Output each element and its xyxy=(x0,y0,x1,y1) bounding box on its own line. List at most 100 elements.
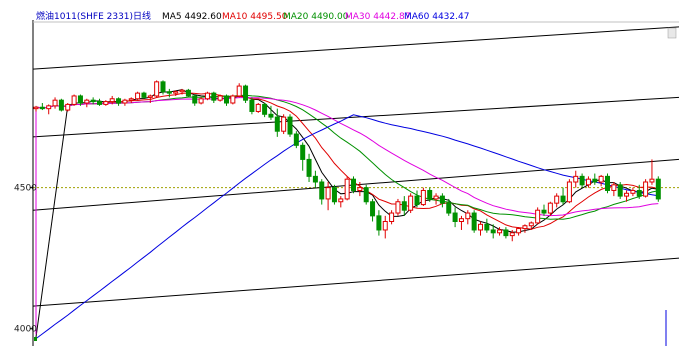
candle-body xyxy=(617,184,623,197)
candle-body xyxy=(58,99,64,111)
candle-body xyxy=(458,218,464,223)
candle-body xyxy=(624,192,630,197)
candle-body xyxy=(306,158,312,177)
candle-body xyxy=(262,103,268,115)
candle-body xyxy=(198,98,204,104)
candle-body xyxy=(376,215,382,231)
candle-body xyxy=(204,92,210,100)
candle-body xyxy=(566,181,572,203)
candle-body xyxy=(611,184,617,191)
candle-body xyxy=(446,202,452,214)
candle-body xyxy=(71,95,77,105)
ma-label-1: MA10 4495.50 xyxy=(222,12,288,22)
candle-body xyxy=(363,187,369,203)
candle-body xyxy=(65,103,71,111)
candle-body xyxy=(643,181,649,197)
y-tick-label-1: 4000 xyxy=(14,325,37,335)
candle-body xyxy=(147,95,153,98)
scroll-marker-icon[interactable] xyxy=(667,27,677,39)
candle-body xyxy=(420,189,426,206)
candle-body xyxy=(39,106,45,110)
candle-body xyxy=(573,175,579,183)
candle-body xyxy=(655,178,661,200)
candle-body xyxy=(471,212,477,231)
ma60-line xyxy=(35,114,659,340)
candle-body xyxy=(154,81,160,97)
channel-line-0 xyxy=(32,26,679,70)
candle-body xyxy=(547,202,553,214)
candle-body xyxy=(401,201,407,211)
candle-body xyxy=(243,85,249,101)
channel-line-3 xyxy=(32,257,679,307)
candle-body xyxy=(77,95,83,104)
candle-body xyxy=(173,91,179,94)
candle-body xyxy=(503,229,509,237)
candle-body xyxy=(281,116,287,132)
candle-body xyxy=(325,187,331,200)
candle-body xyxy=(484,223,490,231)
candle-body xyxy=(52,99,58,107)
candle-body xyxy=(351,178,356,191)
candle-body xyxy=(636,189,642,197)
candle-body xyxy=(103,101,109,105)
candle-body xyxy=(331,187,337,203)
candle-body xyxy=(224,95,229,104)
candle-body xyxy=(478,223,483,231)
candle-body xyxy=(211,92,217,101)
candle-body xyxy=(516,228,522,234)
candle-body xyxy=(97,101,102,105)
candle-body xyxy=(605,175,610,191)
candle-body xyxy=(293,133,299,146)
candle-body xyxy=(300,144,306,160)
candle-body xyxy=(630,189,636,194)
candle-body xyxy=(382,221,388,231)
candle-body xyxy=(344,178,350,200)
candle-body xyxy=(528,222,534,227)
candle-body xyxy=(465,212,471,220)
candle-body xyxy=(122,99,128,104)
candle-body xyxy=(541,209,547,214)
candle-body xyxy=(509,232,515,237)
candle-body xyxy=(268,113,274,118)
candle-body xyxy=(598,175,604,183)
candle-body xyxy=(414,195,420,206)
candle-body xyxy=(33,106,39,110)
candle-body xyxy=(236,85,242,97)
candle-body xyxy=(312,175,318,183)
candle-body xyxy=(649,178,655,183)
ma30-line xyxy=(35,97,659,335)
candle-body xyxy=(357,187,363,191)
candle-body xyxy=(46,105,52,110)
candle-body xyxy=(579,175,585,186)
candle-body xyxy=(141,92,147,98)
candle-body xyxy=(128,98,134,101)
candle-body xyxy=(452,212,458,223)
candle-body xyxy=(160,81,166,93)
channel-line-1 xyxy=(32,96,679,138)
candle-body xyxy=(116,98,122,104)
ma10-line xyxy=(35,92,659,315)
candle-body xyxy=(370,201,376,217)
ma-label-4: MA60 4432.47 xyxy=(404,12,469,22)
fan-line-0 xyxy=(35,105,69,338)
candle-body xyxy=(109,98,115,103)
candle-body xyxy=(389,212,395,223)
candle-body xyxy=(427,189,433,200)
candle-body xyxy=(255,103,261,112)
candle-body xyxy=(90,99,96,103)
candle-body xyxy=(249,99,255,112)
candle-body xyxy=(490,229,496,234)
candle-body xyxy=(585,178,591,186)
candle-body xyxy=(319,181,325,200)
candle-body xyxy=(166,91,172,94)
candle-body xyxy=(192,95,198,104)
candle-body xyxy=(522,225,528,230)
candle-body xyxy=(34,337,37,341)
candle-body xyxy=(439,195,445,204)
candle-body xyxy=(274,116,280,132)
ma-label-3: MA30 4442.87 xyxy=(345,12,410,22)
candle-body xyxy=(287,116,293,135)
candle-body xyxy=(230,95,236,104)
